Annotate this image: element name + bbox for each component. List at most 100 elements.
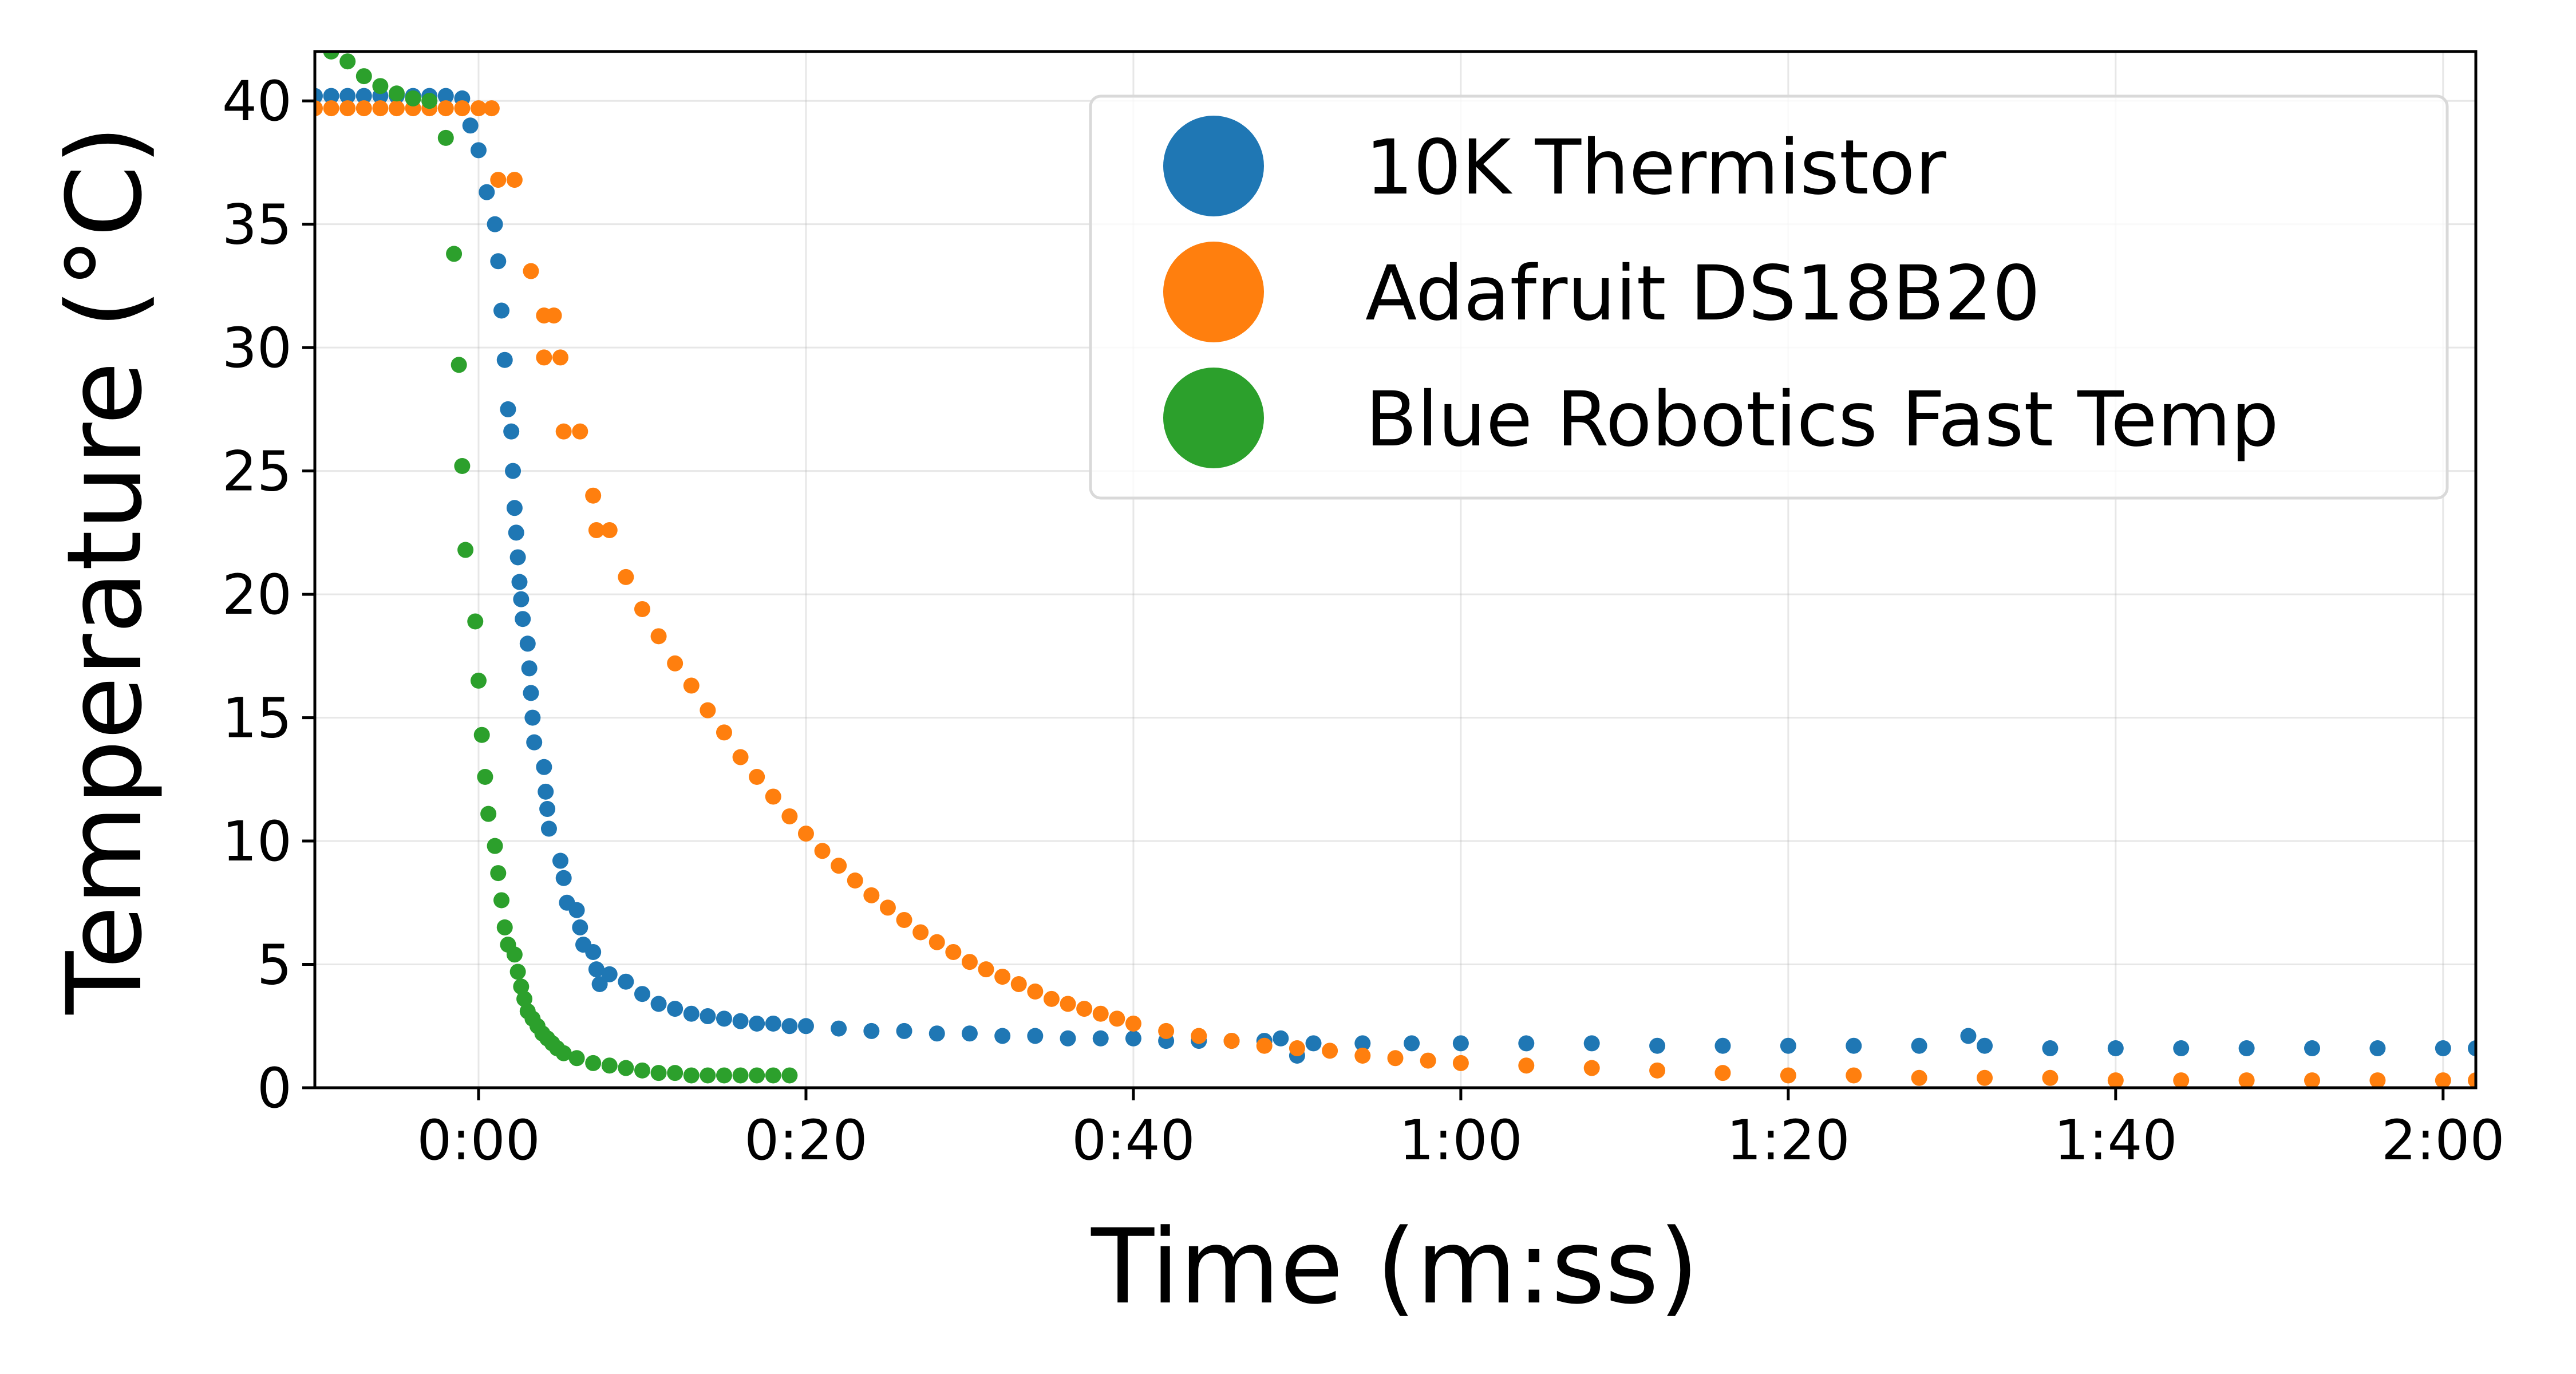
data-point <box>2369 1072 2386 1088</box>
data-point <box>454 458 471 474</box>
data-point <box>2304 1072 2321 1088</box>
data-point <box>483 100 500 117</box>
data-point <box>516 990 533 1007</box>
data-point <box>493 302 510 319</box>
data-point <box>1960 1028 1977 1044</box>
data-point <box>1354 1035 1371 1052</box>
data-point <box>588 522 605 539</box>
y-tick-label: 5 <box>257 933 292 997</box>
legend-label-blue-robotics-fast-temp: Blue Robotics Fast Temp <box>1365 376 2279 464</box>
data-point <box>1846 1067 1862 1084</box>
data-point <box>355 100 372 117</box>
data-point <box>1027 1028 1044 1044</box>
data-point <box>1714 1037 1731 1054</box>
data-point <box>1977 1037 1993 1054</box>
data-point <box>2369 1040 2386 1057</box>
data-point <box>781 1018 798 1035</box>
data-point <box>1191 1028 1207 1044</box>
data-point <box>2107 1040 2124 1057</box>
x-tick-label: 2:00 <box>2381 1108 2505 1172</box>
y-tick-label: 10 <box>222 810 292 874</box>
data-point <box>601 966 618 982</box>
data-point <box>511 574 528 590</box>
data-point <box>1158 1022 1175 1039</box>
data-point <box>1027 983 1044 1000</box>
data-point <box>1010 976 1027 992</box>
data-point <box>863 1022 880 1039</box>
data-point <box>437 88 454 104</box>
data-point <box>1977 1069 1993 1086</box>
data-point <box>732 1067 749 1084</box>
data-point <box>588 961 605 978</box>
data-point <box>487 216 503 232</box>
data-point <box>339 88 356 104</box>
data-point <box>388 100 405 117</box>
data-point <box>496 919 513 935</box>
data-point <box>519 635 536 652</box>
data-point <box>568 902 585 918</box>
data-point <box>994 969 1011 985</box>
x-tick-label: 1:00 <box>1399 1108 1523 1172</box>
legend-box <box>1089 94 2449 500</box>
data-point <box>765 1067 781 1084</box>
data-point <box>1583 1060 1600 1076</box>
data-point <box>1289 1040 1305 1057</box>
data-point <box>487 838 503 854</box>
data-point <box>634 986 650 1002</box>
data-point <box>470 672 487 689</box>
y-tick-label: 35 <box>222 193 292 257</box>
y-tick-label: 25 <box>222 440 292 504</box>
data-point <box>568 1050 585 1067</box>
data-point <box>572 919 588 935</box>
data-point <box>749 1067 765 1084</box>
data-point <box>1092 1030 1109 1047</box>
data-point <box>781 808 798 824</box>
data-point <box>683 1067 700 1084</box>
data-point <box>437 129 454 146</box>
data-point <box>457 542 474 558</box>
data-point <box>315 100 323 117</box>
data-point <box>667 655 683 672</box>
data-point <box>716 1010 732 1027</box>
y-axis-title: Temperature (°C) <box>45 125 165 1015</box>
data-point <box>339 53 356 70</box>
data-point <box>618 973 634 990</box>
data-point <box>555 423 572 440</box>
data-point <box>496 352 513 368</box>
data-point <box>388 85 405 102</box>
data-point <box>405 90 421 106</box>
data-point <box>2107 1072 2124 1088</box>
data-point <box>585 1055 602 1071</box>
data-point <box>814 843 831 859</box>
data-point <box>1518 1035 1535 1052</box>
data-point <box>355 68 372 85</box>
data-point <box>500 401 516 417</box>
data-point <box>1223 1033 1240 1049</box>
data-point <box>2042 1069 2059 1086</box>
data-point <box>1649 1037 1666 1054</box>
data-point <box>2173 1072 2190 1088</box>
y-tick-label: 30 <box>222 316 292 380</box>
data-point <box>509 549 526 566</box>
data-point <box>847 872 863 889</box>
data-point <box>667 1065 683 1081</box>
x-tick-label: 1:20 <box>1726 1108 1850 1172</box>
data-point <box>503 423 520 440</box>
legend-label-10k-thermistor: 10K Thermistor <box>1365 124 1946 212</box>
data-point <box>1452 1055 1469 1071</box>
data-point <box>521 660 538 677</box>
data-point <box>437 100 454 117</box>
data-point <box>618 1060 634 1076</box>
data-point <box>994 1028 1011 1044</box>
data-point <box>1846 1037 1862 1054</box>
data-point <box>732 749 749 765</box>
data-point <box>978 961 994 978</box>
data-point <box>1305 1035 1322 1052</box>
data-point <box>797 1018 814 1035</box>
data-point <box>1125 1030 1141 1047</box>
data-point <box>515 611 531 627</box>
data-point <box>526 734 543 751</box>
data-point <box>1076 1001 1093 1017</box>
data-point <box>929 1025 945 1042</box>
